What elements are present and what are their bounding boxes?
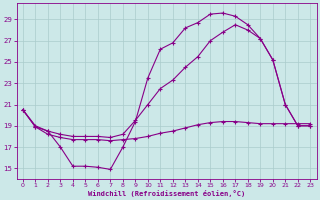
X-axis label: Windchill (Refroidissement éolien,°C): Windchill (Refroidissement éolien,°C) bbox=[88, 190, 245, 197]
